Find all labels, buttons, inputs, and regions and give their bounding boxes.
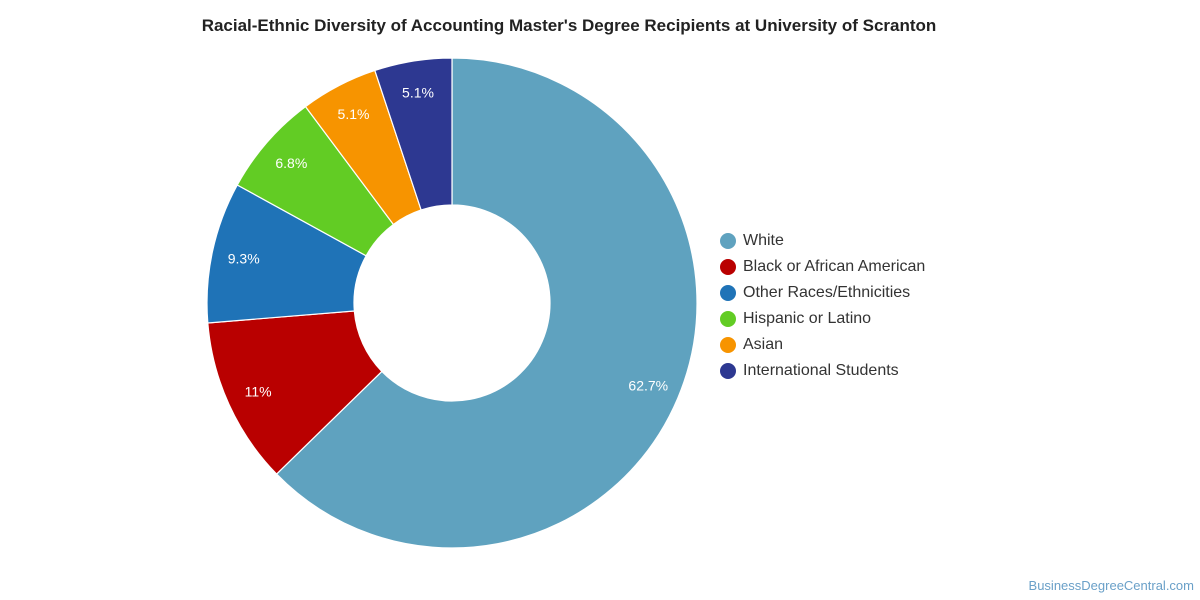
slice-value-label-hispanic-or-latino: 6.8% (275, 155, 307, 171)
source-credit[interactable]: BusinessDegreeCentral.com (1028, 578, 1194, 593)
legend-item-other-races-ethnicities[interactable]: Other Races/Ethnicities (720, 280, 925, 306)
legend-item-white[interactable]: White (720, 228, 925, 254)
slice-international-students[interactable] (374, 57, 453, 211)
slice-value-label-international-students: 5.1% (402, 85, 434, 101)
legend-item-asian[interactable]: Asian (720, 332, 925, 358)
slice-value-label-black-or-african-american: 11% (245, 383, 272, 399)
slices-group (206, 57, 698, 549)
slice-white[interactable] (275, 57, 698, 549)
slice-value-label-asian: 5.1% (338, 106, 370, 122)
legend-item-international-students[interactable]: International Students (720, 358, 925, 384)
legend-swatch-icon (720, 311, 736, 327)
legend-label: Asian (743, 336, 784, 353)
legend-label: White (743, 232, 784, 249)
legend-swatch-icon (720, 285, 736, 301)
legend-label: Hispanic or Latino (743, 310, 872, 327)
legend-swatch-icon (720, 337, 736, 353)
legend-label: Black or African American (743, 258, 926, 275)
labels-group: 62.7% 11% 9.3% 6.8% 5.1% 5.1% (228, 85, 668, 400)
legend-item-black-or-african-american[interactable]: Black or African American (720, 254, 925, 280)
legend-swatch-icon (720, 233, 736, 249)
legend-label: Other Races/Ethnicities (743, 284, 911, 301)
legend-item-hispanic-or-latino[interactable]: Hispanic or Latino (720, 306, 925, 332)
legend-swatch-icon (720, 259, 736, 275)
legend: White Black or African American Other Race… (720, 228, 925, 384)
slice-value-label-other-races-ethnicities: 9.3% (228, 250, 260, 266)
slice-value-label-white: 62.7% (628, 378, 668, 394)
legend-label: International Students (743, 362, 899, 379)
chart-title: Racial-Ethnic Diversity of Accounting Ma… (201, 16, 937, 35)
legend-swatch-icon (720, 363, 736, 379)
